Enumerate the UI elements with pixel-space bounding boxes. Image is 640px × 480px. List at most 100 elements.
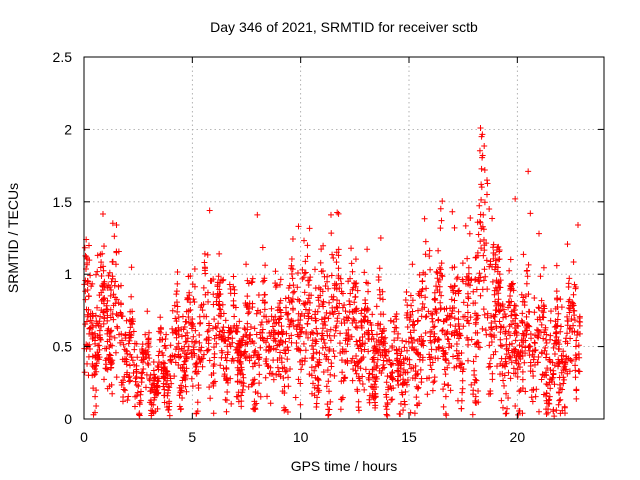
data-point [557,410,564,417]
data-point [519,376,526,383]
data-point [353,280,360,287]
data-point [503,410,510,417]
data-point [224,349,231,356]
data-point [330,254,337,261]
data-point [238,392,245,399]
data-point [276,300,283,307]
data-point [401,401,408,408]
data-point [560,348,567,355]
data-point [137,388,144,395]
data-point [529,351,536,358]
data-point [151,389,158,396]
data-point [414,337,421,344]
data-point [138,379,145,386]
data-point [289,305,296,312]
data-point [196,346,203,353]
data-point [503,335,510,342]
data-point [570,307,577,314]
data-point [184,329,191,336]
data-point [556,397,563,404]
data-point [236,318,243,325]
data-point [515,360,522,367]
data-point [440,386,447,393]
data-point [326,406,333,413]
data-point [307,331,314,338]
data-point [308,372,315,379]
data-point [358,348,365,355]
data-point [257,309,264,316]
data-point [543,390,550,397]
data-point [399,391,406,398]
data-point [459,389,466,396]
data-point [230,283,237,290]
data-point [340,316,347,323]
data-point [245,310,252,317]
data-point [300,274,307,281]
data-point [431,378,438,385]
data-point [255,292,262,299]
data-point [354,324,361,331]
data-point [566,325,573,332]
data-point [407,409,414,416]
data-point [431,296,438,303]
data-point [314,330,321,337]
data-point [244,293,251,300]
data-point [548,308,555,315]
data-point [309,380,316,387]
data-point [154,383,161,390]
data-point [313,349,320,356]
data-point [181,367,188,374]
data-point [172,315,179,322]
data-point [154,363,161,370]
data-point [553,262,560,269]
data-point [435,278,442,285]
data-point [179,395,186,402]
data-point [334,315,341,322]
data-point [365,288,372,295]
data-point [85,306,92,313]
data-point [523,313,530,320]
data-point [347,290,354,297]
data-point [270,316,277,323]
data-point [240,333,247,340]
data-point [133,368,140,375]
data-point [531,340,538,347]
data-point [474,315,481,322]
data-point [462,222,469,229]
data-point [402,297,409,304]
data-point [433,346,440,353]
data-point [126,373,133,380]
data-point [100,320,107,327]
data-point [409,261,416,268]
data-point [366,399,373,406]
data-point [315,382,322,389]
data-point [475,387,482,394]
data-point [561,403,568,410]
data-point [101,314,108,321]
data-point [101,376,108,383]
data-point [464,309,471,316]
data-point [337,350,344,357]
data-point [216,250,223,257]
data-point [112,300,119,307]
data-point [118,382,125,389]
data-point [169,307,176,314]
data-point [512,370,519,377]
data-point [187,299,194,306]
data-point [433,309,440,316]
data-point [451,282,458,289]
data-point [447,314,454,321]
data-point [357,357,364,364]
data-point [459,377,466,384]
data-point [166,398,173,405]
data-point [362,366,369,373]
data-point [158,366,165,373]
data-point [142,384,149,391]
data-point [335,275,342,282]
data-point [522,388,529,395]
data-point [349,377,356,384]
data-point [319,330,326,337]
data-point [440,318,447,325]
data-point [180,361,187,368]
data-point [364,318,371,325]
